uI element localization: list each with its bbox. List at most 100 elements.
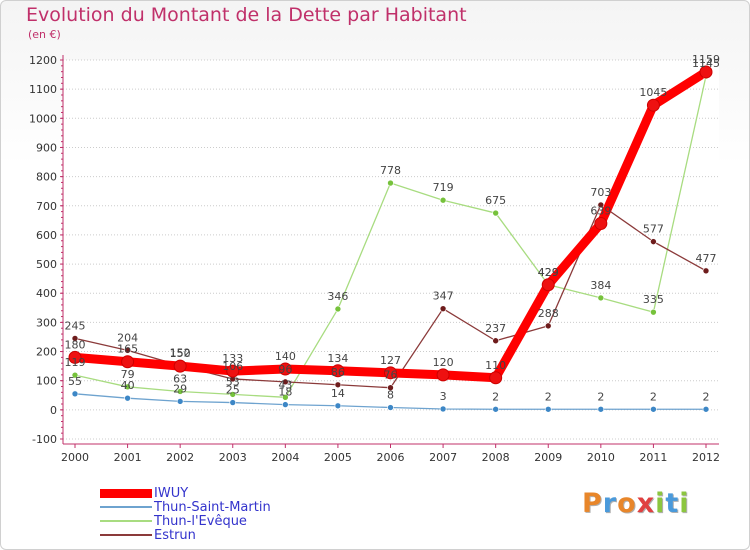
- data-point: [650, 308, 657, 316]
- data-label: 119: [65, 356, 86, 369]
- data-label: 675: [485, 194, 506, 207]
- x-tick-label: 2009: [534, 451, 562, 464]
- data-point: [124, 347, 131, 354]
- data-label: 1045: [639, 86, 667, 99]
- data-label: 2: [545, 390, 552, 403]
- y-tick-label: 1200: [29, 54, 57, 67]
- data-point: [278, 362, 292, 376]
- data-label: 384: [590, 279, 611, 292]
- data-point: [331, 364, 345, 378]
- y-tick-label: -100: [32, 433, 57, 446]
- legend-label-thun-saint-martin: Thun-Saint-Martin: [154, 499, 271, 515]
- data-label: 204: [117, 331, 138, 344]
- data-label: 110: [485, 359, 506, 372]
- data-point: [387, 179, 394, 187]
- data-point: [68, 350, 82, 364]
- data-label: 86: [331, 366, 345, 379]
- data-point: [650, 405, 657, 413]
- data-point: [176, 398, 184, 405]
- data-point: [387, 384, 394, 391]
- data-label: 106: [222, 360, 243, 373]
- data-label: 719: [433, 181, 454, 194]
- data-point: [544, 405, 552, 413]
- data-label: 150: [170, 347, 191, 360]
- logo-letter: t: [665, 488, 680, 519]
- data-label: 237: [485, 322, 506, 335]
- data-point: [384, 366, 397, 380]
- plot-area: [63, 60, 719, 439]
- legend-label-thun-l-eveque: Thun-l'Evêque: [154, 513, 247, 529]
- data-label: 165: [117, 343, 138, 356]
- data-point: [334, 305, 342, 313]
- y-tick-label: 1100: [29, 83, 57, 96]
- x-tick-label: 2006: [377, 451, 405, 464]
- y-tick-label: 1000: [29, 112, 57, 125]
- x-tick-label: 2010: [587, 451, 615, 464]
- data-label: 43: [278, 378, 292, 391]
- data-label: 288: [538, 307, 559, 320]
- data-point: [544, 322, 552, 330]
- y-tick-label: 300: [36, 316, 57, 329]
- logo-letter: P: [582, 488, 603, 519]
- y-tick-label: 0: [50, 404, 57, 417]
- data-label: 347: [433, 290, 454, 303]
- y-tick-label: 400: [36, 287, 57, 300]
- data-label: 180: [65, 338, 86, 351]
- data-point: [334, 402, 342, 410]
- data-point: [71, 335, 79, 342]
- legend-swatch-thun-saint-martin: [100, 506, 152, 508]
- data-point: [173, 359, 187, 373]
- data-point: [594, 217, 608, 231]
- data-point: [334, 381, 342, 389]
- legend-label-iwuy: IWUY: [154, 485, 189, 501]
- legend-item-estrun: Estrun: [100, 528, 271, 543]
- data-point: [71, 371, 79, 379]
- data-point: [176, 388, 184, 395]
- data-label: 79: [121, 368, 135, 381]
- y-tick-label: 600: [36, 229, 57, 242]
- x-tick-label: 2000: [61, 451, 89, 464]
- x-tick-label: 2012: [692, 451, 720, 464]
- chart-title: Evolution du Montant de la Dette par Hab…: [26, 4, 467, 26]
- data-label: 18: [278, 386, 292, 399]
- data-label: 1145: [692, 57, 720, 70]
- data-label: 2: [650, 390, 657, 403]
- data-point: [436, 368, 450, 382]
- legend-item-thun-l-eveque: Thun-l'Evêque: [100, 513, 271, 529]
- data-point: [226, 364, 240, 378]
- logo-letter: o: [617, 488, 637, 519]
- data-label: 2: [703, 390, 710, 403]
- x-tick-label: 2002: [166, 451, 194, 464]
- data-label: 127: [380, 354, 401, 367]
- data-point: [439, 305, 447, 312]
- data-point: [124, 394, 131, 402]
- data-point: [439, 405, 447, 413]
- data-label: 778: [380, 164, 401, 177]
- data-label: 120: [433, 356, 454, 369]
- y-tick-label: 500: [36, 258, 57, 271]
- data-label: 63: [173, 372, 187, 385]
- data-label: 29: [173, 382, 187, 395]
- data-point: [492, 209, 499, 217]
- data-point: [229, 391, 237, 398]
- x-tick-label: 2007: [429, 451, 457, 464]
- legend-swatch-iwuy: [100, 488, 152, 498]
- data-label: 152: [170, 347, 191, 360]
- legend: IWUY Thun-Saint-Martin Thun-l'Evêque Est…: [100, 485, 271, 543]
- data-point: [699, 65, 713, 79]
- legend-swatch-estrun: [100, 534, 152, 536]
- data-label: 477: [696, 252, 717, 265]
- data-label: 25: [226, 384, 240, 397]
- data-point: [492, 337, 499, 345]
- x-tick-label: 2003: [219, 451, 247, 464]
- x-tick-label: 2008: [482, 451, 510, 464]
- y-tick-label: 200: [36, 346, 57, 359]
- x-tick-label: 2011: [639, 451, 667, 464]
- y-tick-label: 800: [36, 171, 57, 184]
- data-point: [282, 401, 289, 408]
- data-point: [282, 394, 289, 401]
- logo-letter: r: [602, 488, 618, 519]
- data-label: 140: [275, 350, 296, 363]
- x-tick-label: 2001: [114, 451, 142, 464]
